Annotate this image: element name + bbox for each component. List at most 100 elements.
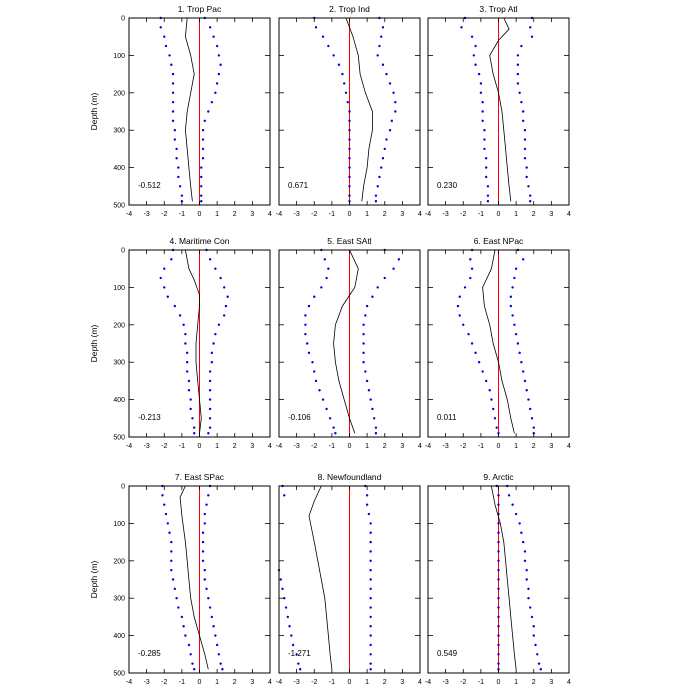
- x-tick-label: 4: [268, 443, 272, 450]
- upper-bound-point: [514, 512, 518, 516]
- x-tick-label: -1: [329, 443, 335, 450]
- lower-bound-point: [497, 578, 500, 581]
- lower-bound-point: [286, 615, 290, 619]
- x-tick-label: -1: [179, 211, 185, 218]
- upper-bound-point: [203, 568, 206, 572]
- upper-bound-point: [369, 578, 372, 581]
- upper-bound-point: [394, 110, 397, 113]
- lower-bound-point: [348, 110, 351, 113]
- panel: 3. Trop Atl -4 -3 -2 -1 0 1 2 3 4 0.230: [425, 4, 571, 218]
- panel: 1. Trop Pac -4 -3 -2 -1 0 1 2 3 4 0 100 200 300 400 500…: [89, 4, 272, 218]
- x-tick-label: -3: [144, 443, 150, 450]
- upper-bound-point: [378, 175, 381, 179]
- lower-bound-point: [307, 304, 311, 308]
- x-tick-label: -4: [276, 443, 282, 450]
- x-tick-label: 0: [198, 679, 202, 686]
- x-tick-label: -2: [161, 443, 167, 450]
- lower-bound-point: [479, 91, 483, 95]
- lower-bound-point: [297, 662, 300, 665]
- upper-bound-point: [369, 559, 372, 562]
- upper-bound-point: [205, 587, 208, 591]
- x-tick-label: 3: [250, 211, 254, 218]
- lower-bound-point: [481, 370, 484, 373]
- upper-bound-point: [208, 426, 212, 429]
- lower-bound-point: [184, 634, 187, 637]
- x-tick-label: 1: [514, 211, 518, 218]
- y-tick-label: 500: [113, 671, 125, 678]
- upper-bound-point: [523, 559, 527, 562]
- x-tick-label: 3: [400, 443, 404, 450]
- upper-bound-point: [511, 503, 514, 506]
- lower-bound-point: [170, 568, 173, 572]
- upper-bound-point: [381, 157, 385, 160]
- upper-bound-point: [207, 597, 210, 600]
- lower-bound-point: [288, 625, 291, 628]
- upper-bound-point: [362, 361, 365, 364]
- y-tick-label: 400: [113, 397, 125, 404]
- upper-bound-point: [516, 54, 520, 57]
- lower-bound-point: [348, 194, 351, 197]
- x-tick-label: -4: [126, 679, 132, 686]
- y-tick-label: 0: [121, 248, 125, 255]
- lower-bound-point: [483, 147, 486, 151]
- x-tick-label: 2: [383, 443, 387, 450]
- upper-bound-point: [529, 407, 532, 411]
- lower-bound-point: [163, 503, 166, 506]
- lower-bound-point: [306, 342, 309, 345]
- lower-bound-point: [470, 342, 474, 345]
- lower-bound-point: [318, 389, 321, 392]
- lower-bound-point: [321, 398, 325, 401]
- lower-bound-point: [185, 351, 189, 355]
- panel-title: 5. East SAtl: [327, 236, 372, 246]
- lower-bound-point: [474, 44, 477, 48]
- lower-bound-point: [469, 276, 472, 280]
- upper-bound-point: [516, 63, 520, 66]
- panel: 6. East NPac -4 -3 -2 -1 0 1 2 3 4 0.011: [425, 236, 571, 450]
- upper-bound-point: [385, 72, 388, 76]
- lower-bound-point: [314, 379, 318, 383]
- upper-bound-point: [214, 634, 217, 637]
- lower-bound-point: [281, 587, 284, 591]
- lower-bound-point: [184, 342, 187, 345]
- y-axis-label: Depth (m): [89, 324, 99, 362]
- y-tick-label: 300: [113, 596, 125, 603]
- upper-bound-point: [207, 432, 210, 435]
- upper-bound-point: [523, 550, 527, 553]
- upper-bound-point: [530, 417, 534, 420]
- lower-bound-point: [477, 72, 481, 76]
- panel-value: -1.271: [288, 649, 311, 658]
- mean-profile-line: [308, 485, 333, 670]
- x-tick-label: -1: [329, 679, 335, 686]
- lower-bound-point: [191, 662, 194, 665]
- lower-bound-point: [177, 606, 180, 609]
- upper-bound-point: [203, 119, 206, 123]
- x-tick-label: -4: [425, 679, 431, 686]
- x-tick-label: 3: [400, 679, 404, 686]
- upper-bound-point: [203, 578, 206, 581]
- upper-bound-point: [362, 332, 365, 336]
- upper-bound-point: [388, 129, 392, 132]
- x-tick-label: -3: [294, 679, 300, 686]
- x-tick-label: 4: [418, 443, 422, 450]
- upper-bound-point: [530, 35, 534, 38]
- y-tick-label: 300: [113, 128, 125, 135]
- upper-bound-point: [364, 314, 367, 317]
- lower-bound-point: [490, 398, 493, 401]
- y-tick-label: 0: [121, 16, 125, 23]
- lower-bound-point: [497, 540, 500, 544]
- y-tick-label: 400: [113, 165, 125, 172]
- y-tick-label: 300: [113, 360, 125, 367]
- lower-bound-point: [484, 157, 488, 160]
- lower-bound-point: [298, 668, 302, 671]
- lower-bound-point: [304, 314, 307, 317]
- lower-bound-point: [173, 129, 177, 132]
- y-tick-label: 200: [113, 558, 125, 565]
- upper-bound-point: [518, 351, 521, 355]
- y-tick-label: 200: [113, 90, 125, 97]
- x-tick-label: 4: [567, 211, 571, 218]
- x-tick-label: 4: [567, 443, 571, 450]
- lower-bound-point: [474, 63, 477, 66]
- lower-bound-point: [493, 417, 497, 420]
- upper-bound-point: [207, 494, 210, 497]
- y-tick-label: 100: [113, 521, 125, 528]
